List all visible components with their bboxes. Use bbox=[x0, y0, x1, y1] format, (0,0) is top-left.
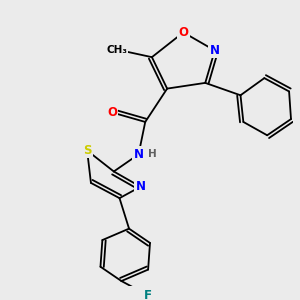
Text: F: F bbox=[144, 289, 152, 300]
Text: CH₃: CH₃ bbox=[106, 44, 127, 55]
Text: N: N bbox=[210, 44, 220, 57]
Text: N: N bbox=[134, 148, 144, 161]
Text: S: S bbox=[83, 144, 92, 157]
Text: H: H bbox=[148, 149, 156, 159]
Text: O: O bbox=[178, 26, 188, 39]
Text: N: N bbox=[136, 180, 146, 193]
Text: O: O bbox=[107, 106, 117, 119]
